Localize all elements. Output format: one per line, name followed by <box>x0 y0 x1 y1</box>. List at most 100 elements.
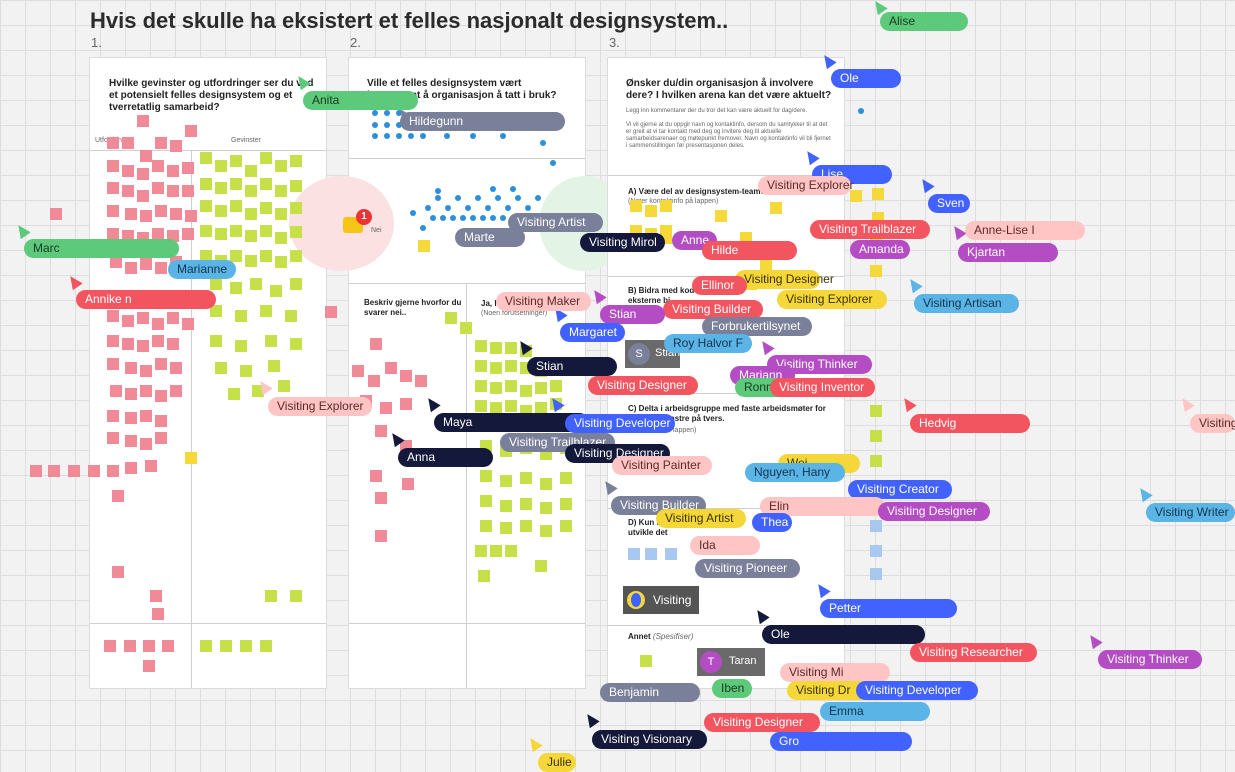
panel-3-section-a: A) Være del av designsystem-teamet <box>628 187 768 196</box>
collaborator-name-tag[interactable]: Ellinor <box>692 276 747 295</box>
cursor-sven-icon <box>917 175 935 194</box>
collaborator-name-tag[interactable]: Visiting Researcher <box>910 643 1037 662</box>
comment-label: Nei <box>371 227 382 234</box>
collaborator-name-tag[interactable]: Visiting Creator <box>848 480 952 499</box>
avatar-stian: S <box>628 343 650 365</box>
collaborator-name-tag[interactable]: Hedvig <box>910 414 1030 433</box>
collaborator-name-tag[interactable]: Ole <box>831 69 901 88</box>
panel-1-question: Hvilke gevinster og utfordringer ser du … <box>109 78 314 113</box>
panel-2-yes-sub: (Noen forutsetninger) <box>481 310 548 317</box>
collaborator-name-tag[interactable]: Ida <box>690 536 760 555</box>
collaborator-name-tag[interactable]: Visiting Designer <box>735 270 834 289</box>
logo-drop-icon <box>631 593 641 607</box>
panel-3-intro-2: Vi vil gjerne at du oppgir navn og konta… <box>626 122 831 149</box>
board-title: Hvis det skulle ha eksistert et felles n… <box>90 8 729 33</box>
collaborator-name-tag[interactable]: Visiting Designer <box>588 376 698 395</box>
panel-3-question: Ønsker du/din organisasjon å involvere d… <box>626 78 832 101</box>
panel-1-benefits-header: Gevinster <box>231 137 261 144</box>
collaborator-name-tag[interactable]: Anita <box>303 91 418 110</box>
panel-3-section-c-sub: lappen) <box>673 427 697 434</box>
cursor-anniken-icon <box>65 272 83 291</box>
collaborator-name-tag[interactable]: Visiting Artist <box>656 509 746 528</box>
collaborator-name-tag[interactable]: Nguyen, Hany <box>745 463 845 482</box>
column-number-1: 1. <box>91 35 102 50</box>
collaborator-name-tag[interactable]: Margaret <box>560 323 625 342</box>
panel-3-section-c: C) Delta i arbeidsgruppe med faste arbei… <box>628 404 826 423</box>
panel-2-yes-heading: Ja, h <box>481 299 500 308</box>
collaborator-name-tag[interactable]: Alise <box>880 12 968 31</box>
collaborator-name-tag[interactable]: Visiting Developer <box>565 414 675 433</box>
collaborator-name-tag[interactable]: Amanda <box>850 240 910 259</box>
collaborator-name-tag[interactable]: Kjartan <box>958 243 1058 262</box>
collaborator-name-tag[interactable]: Visiting Mirol <box>580 233 665 252</box>
collaborator-name-tag[interactable]: Marc <box>24 239 179 258</box>
avatar-tile-stian[interactable]: S Stian <box>625 340 680 368</box>
cursor-visiting-icon <box>1177 394 1195 413</box>
collaborator-name-tag[interactable]: Visiting Explorer <box>777 290 887 309</box>
cursor-thinker-2-icon <box>1085 631 1103 650</box>
no-zone-circle <box>289 176 394 271</box>
panel-2-no-heading: Beskriv gjerne hvorfor du svarer nei.. <box>364 298 462 317</box>
panel-3-section-b: B) Bidra med kode eksterne bi <box>628 286 699 305</box>
column-number-3: 3. <box>609 35 620 50</box>
collaborator-name-tag[interactable]: Gro <box>770 732 912 751</box>
collaborator-name-tag[interactable]: Annike n <box>76 290 216 309</box>
comment-count-badge: 1 <box>356 209 372 225</box>
collaborator-name-tag[interactable]: Visiting Mi <box>780 663 890 682</box>
panel-3-section-a-sub: (Noter kontaktinfo på lappen) <box>628 198 719 205</box>
collaborator-name-tag[interactable]: Anne-Lise I <box>965 221 1085 240</box>
collaborator-name-tag[interactable]: Hilde <box>702 241 797 260</box>
avatar-tile-taran[interactable]: T Taran <box>697 648 765 676</box>
collaborator-name-tag[interactable]: Visiting Maker <box>496 292 591 311</box>
collaborator-name-tag[interactable]: Julie <box>538 753 576 772</box>
collaborator-name-tag[interactable]: Visiting Pioneer <box>695 559 800 578</box>
collaborator-name-tag[interactable]: Elin <box>760 497 885 516</box>
collaborator-name-tag[interactable]: Visiting Dr <box>787 681 877 700</box>
avatar-taran: T <box>700 651 722 673</box>
collaborator-name-tag[interactable]: Benjamin <box>600 683 700 702</box>
avatar-taran-label: Taran <box>729 655 757 667</box>
collaborator-name-tag[interactable]: Visiting Explorer <box>758 176 853 195</box>
collaborator-name-tag[interactable]: Visiting Builder <box>663 300 763 319</box>
collaborator-name-tag[interactable]: Emma <box>820 702 930 721</box>
collaborator-name-tag[interactable]: Stian <box>527 357 617 376</box>
collaborator-name-tag[interactable]: Visiting Writer <box>1146 503 1235 522</box>
collaborator-name-tag[interactable]: Visiting Trailblazer <box>810 220 930 239</box>
cursor-stian-icon <box>589 286 607 305</box>
collaborator-name-tag[interactable]: Visiting Artist <box>508 213 603 232</box>
logo-text: Visiting <box>653 593 692 607</box>
collaborator-name-tag[interactable]: Marianne <box>168 260 236 279</box>
cursor-hedvig-icon <box>899 394 917 413</box>
collaborator-name-tag[interactable]: Hildegunn <box>400 112 565 131</box>
collaborator-name-tag[interactable]: Visiting Artisan <box>914 294 1019 313</box>
collaborator-name-tag[interactable]: Visiting Painter <box>612 456 712 475</box>
cursor-artisan-icon <box>905 275 923 294</box>
collaborator-name-tag[interactable]: Forbrukertilsynet <box>702 317 812 336</box>
collaborator-name-tag[interactable]: Marte <box>455 228 525 247</box>
collaborator-name-tag[interactable]: Roy Halvor F <box>664 334 752 353</box>
cursor-writer-icon <box>1135 484 1153 503</box>
panel-3-section-e: Annet (Spesifiser) <box>628 632 694 641</box>
panel-3-intro-1: Legg inn kommentarer der du tror det kan… <box>626 108 808 114</box>
visiting-logo-tile[interactable]: Visiting <box>623 586 699 614</box>
collaborator-name-tag[interactable]: Stian <box>600 305 665 324</box>
collaborator-name-tag[interactable]: Visiting Designer <box>704 713 820 732</box>
collaborator-name-tag[interactable]: Ole <box>762 625 925 644</box>
cursor-kjartan-icon <box>949 222 967 241</box>
collaborator-name-tag[interactable]: Visiting <box>1190 414 1235 433</box>
cursor-visionary-icon <box>582 710 600 729</box>
collaborator-name-tag[interactable]: Visiting Developer <box>856 681 978 700</box>
collaborator-name-tag[interactable]: Anna <box>398 448 493 467</box>
collaborator-name-tag[interactable]: Visiting Visionary <box>592 730 707 749</box>
collaborator-name-tag[interactable]: Iben <box>712 679 752 698</box>
collaborator-name-tag[interactable]: Thea <box>752 513 792 532</box>
collaborator-name-tag[interactable]: Visiting Inventor <box>770 378 875 397</box>
collaborator-name-tag[interactable]: Petter <box>820 599 957 618</box>
collaborator-name-tag[interactable]: Visiting Thinker <box>1098 650 1202 669</box>
collaborator-name-tag[interactable]: Visiting Explorer <box>268 397 372 416</box>
collaborator-name-tag[interactable]: Visiting Designer <box>878 502 990 521</box>
collaborator-name-tag[interactable]: Sven <box>928 194 970 213</box>
collaborator-name-tag[interactable]: Maya <box>434 413 589 432</box>
column-number-2: 2. <box>350 35 361 50</box>
cursor-julie-icon <box>525 734 543 753</box>
